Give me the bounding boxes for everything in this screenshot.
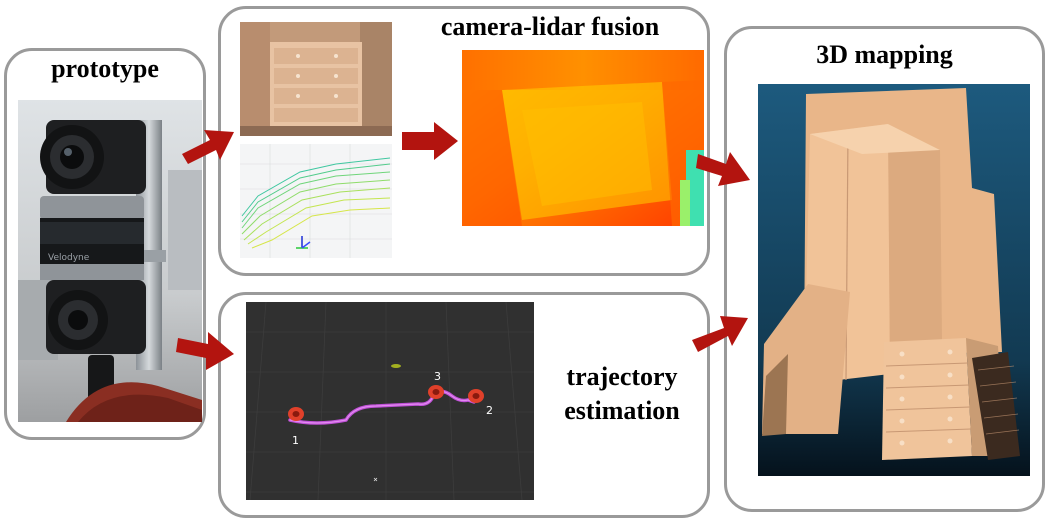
camera-image <box>240 22 392 136</box>
sensor-brand-label: Velodyne <box>48 253 90 263</box>
arrow-camera-to-fused <box>402 122 458 160</box>
trajectory-view: 1 3 2 <box>246 302 534 500</box>
lidar-scan-image <box>240 144 392 258</box>
3d-mapping-title: 3D mapping <box>816 40 953 69</box>
trajectory-title-line1: trajectory <box>566 362 678 391</box>
arrow-prototype-to-fusion <box>182 130 234 164</box>
prototype-photo: Velodyne <box>18 100 202 422</box>
arrow-trajectory-to-mapping <box>692 316 748 352</box>
fused-depth-image <box>462 50 704 226</box>
trajectory-title-line2: estimation <box>564 396 680 425</box>
camera-lidar-fusion-title: camera-lidar fusion <box>440 12 660 41</box>
waypoint-1-label: 1 <box>292 434 299 447</box>
prototype-title: prototype <box>51 54 159 83</box>
waypoint-3-label: 3 <box>434 370 441 383</box>
waypoint-2-label: 2 <box>486 404 493 417</box>
arrow-fusion-to-mapping <box>696 152 750 186</box>
3d-map-render <box>758 84 1030 476</box>
arrow-prototype-to-trajectory <box>176 332 234 370</box>
